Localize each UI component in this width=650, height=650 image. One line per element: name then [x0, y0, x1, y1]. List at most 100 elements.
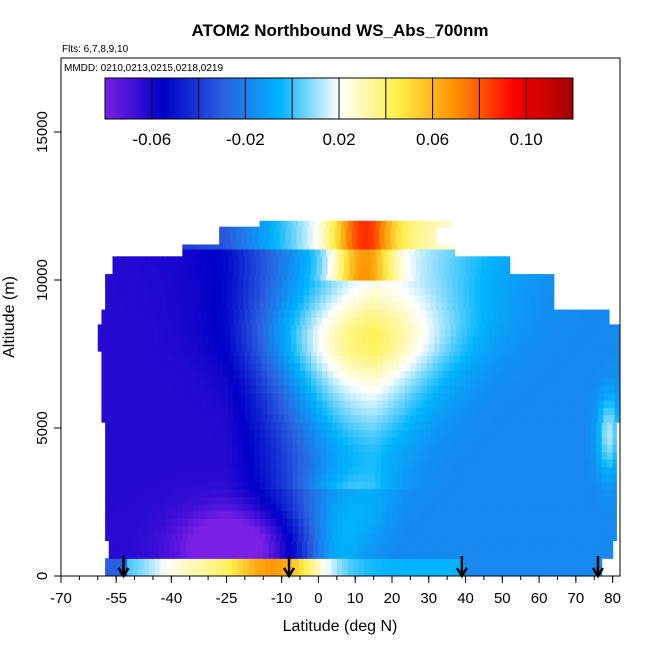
heatmap-cell: [364, 287, 371, 296]
heatmap-cell: [182, 302, 189, 311]
heatmap-cell: [243, 481, 250, 490]
heatmap-cell: [458, 294, 465, 303]
heatmap-cell: [408, 248, 415, 257]
heatmap-cell: [551, 561, 559, 570]
heatmap-cell: [441, 533, 448, 542]
heatmap-cell: [590, 451, 597, 460]
x-tick-label: -55: [105, 590, 127, 607]
heatmap-cell: [289, 362, 296, 371]
heatmap-cell: [184, 392, 191, 401]
heatmap-cell: [265, 503, 272, 512]
heatmap-cell: [204, 287, 211, 296]
heatmap-cell: [408, 244, 415, 250]
heatmap-cell: [110, 473, 117, 482]
heatmap-cell: [254, 244, 261, 250]
heatmap-cell: [528, 543, 535, 552]
heatmap-cell: [217, 392, 224, 401]
heatmap-cell: [491, 444, 498, 453]
heatmap-cell: [599, 328, 606, 337]
heatmap-cell: [487, 407, 494, 416]
heatmap-cell: [248, 429, 255, 438]
heatmap-cell: [375, 481, 382, 490]
heatmap-cell: [452, 525, 459, 534]
heatmap-cell: [311, 377, 318, 386]
heatmap-cell: [226, 510, 233, 519]
heatmap-cell: [213, 550, 220, 559]
heatmap-cell: [358, 436, 366, 445]
heatmap-cell: [480, 436, 487, 445]
heatmap-cell: [436, 451, 443, 460]
heatmap-cell: [217, 309, 224, 318]
heatmap-cell: [373, 540, 380, 545]
heatmap-cell: [138, 518, 145, 527]
heatmap-cell: [129, 392, 136, 401]
heatmap-cell: [123, 355, 130, 364]
heatmap-cell: [399, 399, 406, 408]
x-tick-label: 40: [457, 590, 474, 607]
heatmap-cell: [471, 407, 478, 416]
heatmap-cell: [274, 328, 281, 337]
heatmap-cell: [371, 259, 378, 268]
heatmap-cell: [316, 385, 323, 394]
heatmap-cell: [209, 473, 217, 482]
heatmap-cell: [344, 317, 351, 325]
heatmap-cell: [390, 543, 397, 552]
heatmap-cell: [419, 444, 426, 453]
heatmap-cell: [608, 351, 616, 357]
heatmap-cell: [364, 496, 371, 505]
heatmap-cell: [298, 496, 305, 505]
heatmap-cell: [226, 444, 233, 453]
heatmap-cell: [489, 336, 496, 345]
heatmap-cell: [395, 328, 402, 337]
heatmap-cell: [360, 370, 367, 379]
heatmap-cell: [145, 385, 152, 394]
heatmap-cell: [311, 355, 318, 364]
heatmap-cell: [116, 473, 123, 482]
heatmap-cell: [336, 429, 343, 438]
heatmap-cell: [377, 377, 384, 386]
heatmap-cell: [482, 362, 489, 371]
heatmap-cell: [228, 399, 235, 408]
heatmap-cell: [570, 377, 577, 386]
heatmap-cell: [443, 407, 450, 416]
heatmap-cell: [463, 436, 470, 445]
heatmap-cell: [344, 385, 351, 394]
heatmap-cell: [430, 533, 437, 542]
heatmap-cell: [415, 385, 423, 394]
heatmap-cell: [551, 558, 559, 562]
heatmap-cell: [320, 466, 327, 475]
heatmap-cell: [154, 302, 161, 311]
heatmap-cell: [200, 362, 207, 371]
heatmap-cell: [327, 385, 334, 394]
heatmap-cell: [605, 324, 612, 330]
heatmap-cell: [200, 407, 207, 416]
heatmap-cell: [529, 518, 537, 527]
heatmap-cell: [325, 561, 332, 570]
heatmap-cell: [118, 256, 125, 260]
heatmap-cell: [518, 510, 525, 519]
heatmap-cell: [331, 248, 338, 257]
heatmap-cell: [338, 377, 345, 386]
heatmap-cell: [298, 274, 305, 281]
heatmap-cell: [97, 336, 104, 345]
heatmap-cell: [129, 355, 136, 364]
heatmap-cell: [391, 444, 399, 453]
heatmap-cell: [380, 436, 388, 445]
heatmap-cell: [460, 392, 467, 401]
heatmap-cell: [287, 274, 294, 281]
heatmap-cell: [408, 561, 415, 570]
heatmap-cell: [351, 226, 358, 231]
heatmap-cell: [614, 377, 620, 386]
heatmap-cell: [318, 237, 325, 246]
heatmap-cell: [226, 533, 233, 542]
heatmap-cell: [425, 459, 432, 468]
heatmap-cell: [248, 422, 255, 431]
heatmap-cell: [336, 533, 343, 542]
heatmap-cell: [518, 294, 525, 303]
heatmap-cell: [465, 370, 472, 379]
heatmap-cell: [204, 436, 211, 445]
heatmap-cell: [211, 377, 218, 386]
heatmap-cell: [369, 436, 377, 445]
heatmap-cell: [112, 351, 119, 357]
heatmap-cell: [327, 355, 334, 364]
